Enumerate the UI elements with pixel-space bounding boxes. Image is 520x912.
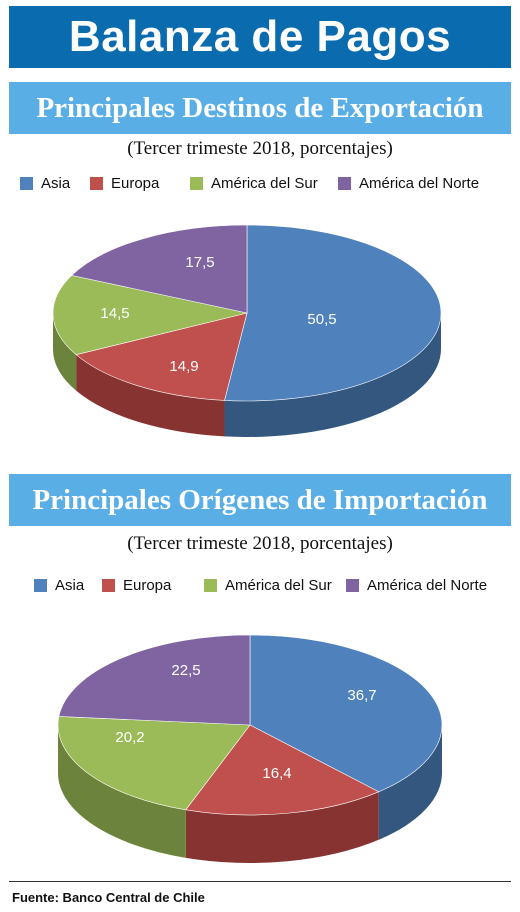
export-legend-label-europa: Europa xyxy=(111,175,160,192)
import-slice-side-asia xyxy=(378,725,442,840)
export-legend-swatch-america-del-sur xyxy=(190,177,203,190)
import-legend-swatch-asia xyxy=(34,579,47,592)
import-slice-america-del-norte xyxy=(58,634,251,726)
export-slice-side-asia xyxy=(224,313,441,437)
export-legend-label-america-del-sur: América del Sur xyxy=(211,175,318,192)
export-legend: Asia Europa América del Sur América del Nor… xyxy=(0,175,520,197)
import-legend-label-europa: Europa xyxy=(123,577,172,594)
export-chart-title: Principales Destinos de Exportación xyxy=(9,82,511,134)
source-note: Fuente: Banco Central de Chile xyxy=(12,890,205,905)
main-title: Balanza de Pagos xyxy=(9,6,511,68)
export-legend-item-europa: Europa xyxy=(90,175,159,192)
export-legend-label-asia: Asia xyxy=(41,175,71,192)
import-legend-swatch-europa xyxy=(102,579,115,592)
export-legend-swatch-america-del-norte xyxy=(338,177,351,190)
export-pie-sides xyxy=(53,313,441,437)
export-slice-america-del-norte xyxy=(71,224,248,314)
footer-divider xyxy=(9,881,511,882)
import-legend-item-america-del-sur: América del Sur xyxy=(204,577,332,594)
import-legend-label-america-del-sur: América del Sur xyxy=(225,577,332,594)
import-data-label-europa: 16,4 xyxy=(262,765,291,782)
import-slice-side-america-del-sur xyxy=(58,725,186,858)
import-data-label-america-del-norte: 22,5 xyxy=(171,662,200,679)
export-chart-subtitle: (Tercer trimeste 2018, porcentajes) xyxy=(127,138,393,159)
export-legend-swatch-asia xyxy=(20,177,33,190)
import-legend-label-asia: Asia xyxy=(55,577,85,594)
export-slice-america-del-sur xyxy=(52,275,248,356)
import-legend: Asia Europa América del Sur América del Nor… xyxy=(0,577,520,599)
import-pie-sides xyxy=(58,725,442,863)
export-data-label-america-del-sur: 14,5 xyxy=(100,305,129,322)
import-pie-chart: 36,7 16,4 20,2 22,5 xyxy=(57,634,443,863)
import-slice-america-del-sur xyxy=(57,716,251,811)
export-legend-item-america-del-sur: América del Sur xyxy=(190,175,318,192)
export-legend-item-asia: Asia xyxy=(20,175,70,192)
import-legend-swatch-america-del-norte xyxy=(346,579,359,592)
export-slice-asia xyxy=(224,224,442,402)
import-slice-asia xyxy=(249,634,443,793)
export-slice-side-europa xyxy=(76,354,225,437)
import-chart-title: Principales Orígenes de Importación xyxy=(9,474,511,526)
import-data-label-america-del-sur: 20,2 xyxy=(115,729,144,746)
import-legend-label-america-del-norte: América del Norte xyxy=(367,577,488,594)
export-pie-chart: 50,5 14,9 14,5 17,5 xyxy=(52,224,442,437)
import-legend-item-europa: Europa xyxy=(102,577,171,594)
import-legend-swatch-america-del-sur xyxy=(204,579,217,592)
export-legend-label-america-del-norte: América del Norte xyxy=(359,175,480,192)
export-slice-europa xyxy=(75,312,248,401)
export-data-label-europa: 14,9 xyxy=(169,358,198,375)
import-legend-item-america-del-norte: América del Norte xyxy=(346,577,487,594)
export-data-label-asia: 50,5 xyxy=(307,311,336,328)
export-legend-item-america-del-norte: América del Norte xyxy=(338,175,479,192)
import-data-label-asia: 36,7 xyxy=(347,687,376,704)
import-chart-subtitle: (Tercer trimeste 2018, porcentajes) xyxy=(127,533,393,554)
import-slice-side-europa xyxy=(185,791,379,863)
export-legend-swatch-europa xyxy=(90,177,103,190)
export-slice-side-america-del-sur xyxy=(53,313,77,391)
import-slice-europa xyxy=(185,724,380,816)
export-data-label-america-del-norte: 17,5 xyxy=(185,254,214,271)
import-legend-item-asia: Asia xyxy=(34,577,84,594)
